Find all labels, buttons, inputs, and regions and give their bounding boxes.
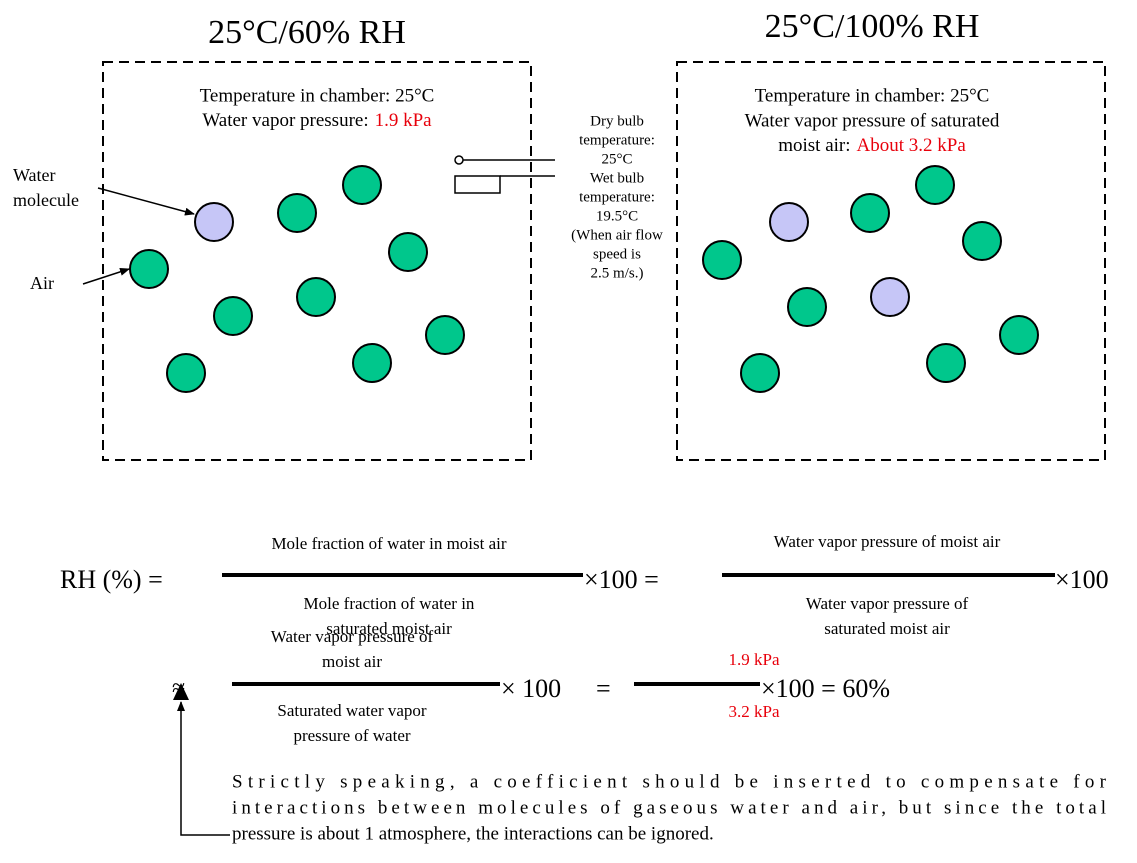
equation-text: ×100 = 60% bbox=[761, 674, 890, 703]
numerator: Mole fraction of water in moist air bbox=[271, 534, 506, 553]
denominator: Saturated water vapor bbox=[277, 701, 426, 720]
note-line: interactions between molecules of gaseou… bbox=[232, 797, 1106, 818]
highlight: About 3.2 kPa bbox=[857, 135, 967, 156]
sensor-line: (When air flow bbox=[571, 227, 663, 243]
note-line: pressure is about 1 atmosphere, the inte… bbox=[232, 823, 714, 844]
sensor-line: 19.5°C bbox=[596, 208, 638, 224]
chamber-text: moist air: About 3.2 kPa bbox=[778, 135, 966, 156]
label: molecule bbox=[13, 190, 79, 210]
numerator: moist air bbox=[322, 652, 382, 671]
sensor-line: speed is bbox=[593, 246, 641, 262]
label: Water bbox=[13, 165, 56, 185]
equation-text: ×100 = bbox=[584, 565, 659, 594]
chamber-text: Temperature in chamber: 25°C bbox=[755, 85, 990, 106]
sensor-line: temperature: bbox=[579, 132, 655, 148]
chamber-text: Water vapor pressure: 1.9 kPa bbox=[202, 110, 432, 131]
numerator: Water vapor pressure of moist air bbox=[774, 532, 1001, 551]
highlight: 1.9 kPa bbox=[375, 110, 433, 131]
denominator: saturated moist air bbox=[824, 619, 950, 638]
label: Air bbox=[30, 273, 54, 293]
sensor-text: Dry bulb temperature: 25°C Wet bulb temperat… bbox=[571, 113, 663, 281]
denominator: 3.2 kPa bbox=[729, 702, 780, 721]
denominator: Water vapor pressure of bbox=[806, 594, 969, 613]
sensor-line: temperature: bbox=[579, 189, 655, 205]
arrow bbox=[98, 188, 194, 214]
text-part: Water vapor pressure: bbox=[202, 110, 368, 131]
arrow bbox=[83, 269, 129, 284]
equation-text: = bbox=[596, 674, 611, 703]
sensor-line: Wet bulb bbox=[590, 170, 644, 186]
molecules bbox=[130, 166, 464, 392]
note-arrow bbox=[181, 702, 230, 835]
numerator: 1.9 kPa bbox=[729, 650, 780, 669]
denominator: pressure of water bbox=[293, 726, 410, 745]
chamber-title: 25°C/60% RH bbox=[208, 14, 406, 51]
chamber-text: Temperature in chamber: 25°C bbox=[200, 85, 435, 106]
sensor-line: 2.5 m/s.) bbox=[591, 265, 644, 281]
chamber-text: Water vapor pressure of saturated bbox=[745, 110, 1000, 131]
thermometer bbox=[455, 156, 555, 193]
equation-text: ×100 bbox=[1055, 565, 1109, 594]
sensor-line: 25°C bbox=[601, 151, 632, 167]
sensor-line: Dry bulb bbox=[590, 113, 644, 129]
denominator: Mole fraction of water in bbox=[304, 594, 475, 613]
equation-text: × 100 bbox=[501, 674, 561, 703]
molecules bbox=[703, 166, 1038, 392]
numerator: Water vapor pressure of bbox=[271, 627, 434, 646]
diagram: 25°C/60% RH Temperature in chamber: 25°C… bbox=[0, 0, 1137, 863]
chamber-title: 25°C/100% RH bbox=[765, 8, 980, 45]
text-part: moist air: bbox=[778, 135, 850, 156]
note-line: Strictly speaking, a coefficient should … bbox=[232, 771, 1107, 792]
equation-text: RH (%) = bbox=[60, 565, 163, 594]
